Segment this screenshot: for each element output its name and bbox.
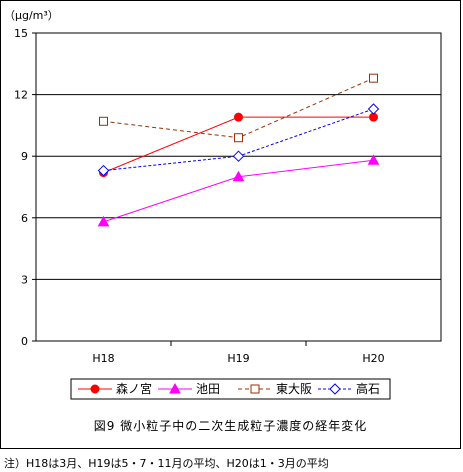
data-point-1-1 [232,170,245,182]
y-axis-ticks: 0 3 6 9 12 15 [14,27,36,348]
data-point-3-2 [367,103,380,115]
data-point-3-0 [97,164,110,177]
legend-marker-2 [250,384,260,394]
y-tick-label: 9 [21,150,28,163]
y-tick-label: 12 [14,89,28,102]
line-chart: 0 3 6 9 12 15 H18 H19 H20 （μg/m³） 森ノ宮 池田 東大阪 高石 [4,9,442,400]
footnote: 注）H18は3月、H19は5・7・11月の平均、H20は1・3月の平均 [4,457,329,470]
data-point-0-1 [234,112,243,122]
y-tick-label: 3 [21,273,28,286]
data-point-1-2 [367,154,380,165]
legend-label-1: 池田 [196,382,220,396]
y-tick-label: 0 [21,335,28,348]
figure-caption: 図9 微小粒子中の二次生成粒子濃度の経年変化 [93,419,368,433]
data-point-2-0 [99,116,108,126]
legend-box [70,378,391,400]
legend-marker-3 [329,383,341,395]
y-unit-label: （μg/m³） [4,9,59,22]
legend-marker-0 [90,384,100,394]
legend-label-3: 高石 [356,381,380,396]
data-point-2-2 [369,73,378,83]
data-point-2-1 [234,133,243,143]
x-tick-label-H18: H18 [92,352,114,365]
plot-area [35,32,442,342]
legend-marker-1 [169,382,181,394]
data-point-3-1 [232,150,245,162]
x-tick-label-H19: H19 [227,352,249,365]
y-tick-label: 6 [21,212,28,225]
legend-label-2: 東大阪 [276,382,312,396]
series-group [97,73,380,227]
x-axis-ticks: H18 H19 H20 [92,341,385,365]
x-tick-label-H20: H20 [362,352,384,365]
legend-label-0: 森ノ宮 [116,381,152,396]
legend: 森ノ宮 池田 東大阪 高石 [78,381,380,396]
y-tick-label: 15 [14,27,28,40]
data-point-1-0 [97,215,110,227]
